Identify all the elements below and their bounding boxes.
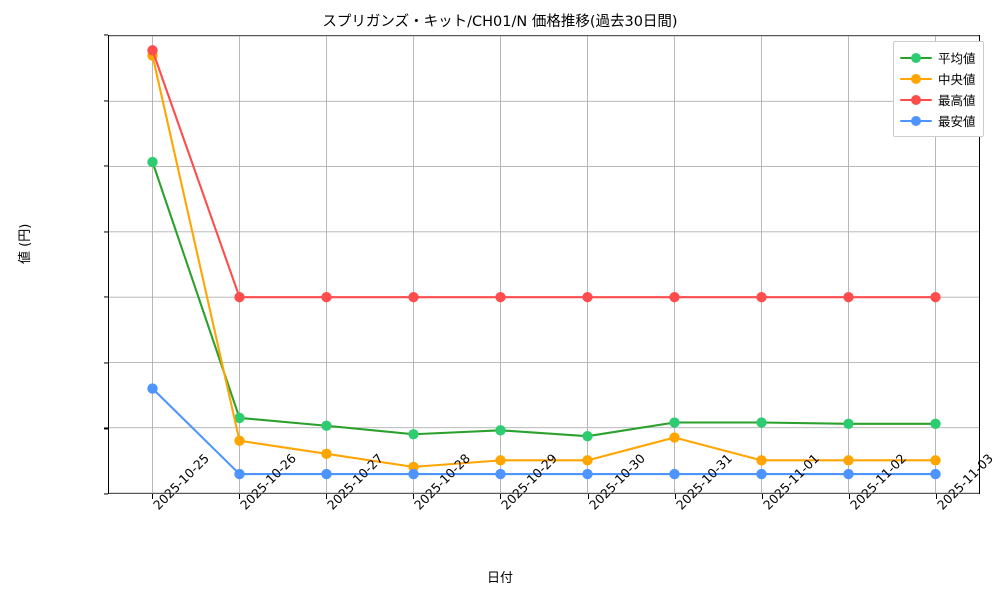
x-tick-label: 2025-11-02	[847, 451, 909, 513]
x-tick-mark	[238, 494, 240, 499]
legend-item-2[interactable]: 中央値	[900, 68, 976, 89]
series-3	[147, 45, 941, 303]
x-tick-label: 2025-10-28	[411, 451, 473, 513]
y-tick-mark	[103, 427, 108, 429]
data-point	[321, 468, 332, 480]
x-tick-mark	[587, 494, 589, 499]
data-point	[408, 461, 419, 473]
legend-label: 平均値	[938, 51, 976, 66]
data-point	[669, 417, 680, 428]
y-tick-mark	[103, 296, 108, 298]
series-lines	[147, 45, 941, 480]
legend-label: 中央値	[938, 72, 976, 87]
y-axis-label: 値 (円)	[18, 223, 33, 264]
chart-legend: 平均値中央値最高値最安値	[893, 41, 984, 137]
y-tick-mark	[103, 34, 108, 36]
data-point	[495, 425, 506, 436]
x-axis-label: 日付	[486, 571, 513, 586]
data-point	[756, 291, 767, 303]
x-tick-label: 2025-10-29	[498, 451, 560, 513]
data-point	[930, 455, 941, 466]
data-point	[234, 412, 245, 424]
x-tick-label: 2025-11-01	[760, 451, 822, 513]
y-tick-mark	[103, 100, 108, 102]
data-point	[147, 156, 158, 168]
data-point	[669, 432, 680, 443]
x-tick-label: 2025-10-30	[586, 451, 648, 513]
x-tick-label: 2025-10-27	[324, 451, 386, 513]
data-point	[669, 468, 680, 480]
data-point	[843, 468, 854, 480]
data-point	[582, 291, 593, 303]
chart-title: スプリガンズ・キット/CH01/N 価格推移(過去30日間)	[322, 14, 678, 30]
data-point	[843, 455, 854, 466]
data-point	[843, 291, 854, 303]
data-point	[147, 45, 158, 56]
data-point	[930, 418, 941, 429]
y-tick-mark	[103, 362, 108, 364]
data-point	[495, 291, 506, 303]
data-point	[321, 291, 332, 303]
data-point	[147, 383, 158, 394]
legend-item-4[interactable]: 最安値	[900, 110, 976, 131]
gridlines	[109, 35, 979, 494]
x-tick-mark	[674, 494, 676, 499]
y-tick-mark	[103, 165, 108, 167]
legend-label: 最安値	[938, 114, 976, 129]
legend-marker-icon	[900, 72, 932, 86]
data-point	[234, 435, 245, 446]
data-point	[495, 468, 506, 480]
data-point	[843, 418, 854, 429]
data-point	[234, 291, 245, 303]
data-point	[495, 455, 506, 466]
data-point	[321, 448, 332, 460]
legend-label: 最高値	[938, 93, 976, 108]
data-point	[669, 291, 680, 303]
series-4	[147, 383, 941, 480]
plot-area	[108, 35, 980, 494]
x-tick-label: 2025-10-25	[150, 451, 212, 513]
x-tick-mark	[849, 494, 851, 499]
data-point	[756, 455, 767, 466]
x-tick-mark	[151, 494, 153, 499]
data-point	[408, 291, 419, 303]
legend-marker-icon	[900, 93, 932, 107]
data-point	[930, 468, 941, 480]
y-tick-mark	[103, 493, 108, 495]
data-point	[582, 455, 593, 466]
x-tick-mark	[762, 494, 764, 499]
data-point	[756, 468, 767, 480]
series-2	[147, 50, 941, 473]
x-tick-mark	[500, 494, 502, 499]
series-1	[147, 156, 941, 442]
legend-marker-icon	[900, 114, 932, 128]
x-tick-mark	[413, 494, 415, 499]
data-point	[582, 468, 593, 480]
legend-item-1[interactable]: 平均値	[900, 47, 976, 68]
x-tick-mark	[936, 494, 938, 499]
x-tick-label: 2025-10-26	[237, 451, 299, 513]
data-point	[582, 431, 593, 442]
x-tick-mark	[326, 494, 328, 499]
data-point	[408, 468, 419, 480]
data-point	[321, 420, 332, 431]
data-point	[756, 417, 767, 428]
y-tick-mark	[103, 231, 108, 233]
data-point	[408, 429, 419, 440]
data-point	[234, 468, 245, 480]
x-tick-label: 2025-11-03	[934, 451, 996, 513]
data-point	[930, 291, 941, 303]
x-tick-label: 2025-10-31	[673, 451, 735, 513]
legend-marker-icon	[900, 51, 932, 65]
legend-item-3[interactable]: 最高値	[900, 89, 976, 110]
